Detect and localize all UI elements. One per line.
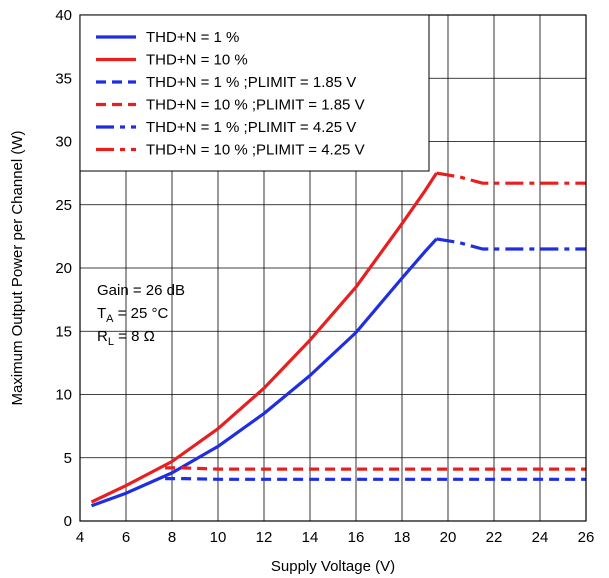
legend: THD+N = 1 % THD+N = 10 % THD+N = 1 % ;PLIM… xyxy=(79,14,430,172)
gain-annotation: Gain = 26 dB xyxy=(97,282,185,299)
series-line-6 xyxy=(436,171,586,185)
x-tick-label: 26 xyxy=(578,529,595,546)
y-tick-label: 20 xyxy=(55,260,72,277)
series-line-4 xyxy=(165,466,586,471)
conditions-annotation: Gain = 26 dB TA = 25 °C RL = 8 Ω xyxy=(97,282,185,348)
y-tick-label: 25 xyxy=(55,197,72,214)
series-line-1 xyxy=(90,237,438,508)
series-line-5 xyxy=(436,237,586,251)
x-tick-label: 6 xyxy=(122,529,130,546)
x-tick-labels: 4 6 8 10 12 14 16 18 20 22 24 26 xyxy=(76,529,595,546)
y-tick-labels: 0 5 10 15 20 25 30 35 40 xyxy=(55,7,72,530)
x-tick-label: 14 xyxy=(302,529,319,546)
y-axis-label: Maximum Output Power per Channel (W) xyxy=(9,130,26,405)
x-tick-label: 22 xyxy=(486,529,503,546)
x-tick-label: 18 xyxy=(394,529,411,546)
legend-label: THD+N = 10 % xyxy=(146,52,248,69)
x-axis-label: Supply Voltage (V) xyxy=(271,558,395,575)
legend-label: THD+N = 10 % ;PLIMIT = 4.25 V xyxy=(146,142,365,159)
x-tick-label: 20 xyxy=(440,529,457,546)
x-tick-label: 24 xyxy=(532,529,549,546)
load-annotation: RL = 8 Ω xyxy=(97,328,155,348)
x-tick-label: 12 xyxy=(256,529,273,546)
y-tick-label: 0 xyxy=(64,513,72,530)
legend-label: THD+N = 1 % ;PLIMIT = 4.25 V xyxy=(146,119,356,136)
legend-label: THD+N = 10 % ;PLIMIT = 1.85 V xyxy=(146,97,365,114)
y-tick-label: 40 xyxy=(55,7,72,24)
y-tick-label: 15 xyxy=(55,323,72,340)
legend-label: THD+N = 1 % xyxy=(146,29,239,46)
y-tick-label: 10 xyxy=(55,387,72,404)
x-tick-label: 10 xyxy=(210,529,227,546)
legend-label: THD+N = 1 % ;PLIMIT = 1.85 V xyxy=(146,74,356,91)
x-tick-label: 8 xyxy=(168,529,176,546)
series-line-2 xyxy=(90,172,438,504)
y-tick-label: 30 xyxy=(55,134,72,151)
x-tick-label: 4 xyxy=(76,529,84,546)
x-tick-label: 16 xyxy=(348,529,365,546)
temperature-annotation: TA = 25 °C xyxy=(97,305,168,325)
series-line-3 xyxy=(165,477,586,481)
y-tick-label: 35 xyxy=(55,70,72,87)
series-layer xyxy=(90,171,586,508)
legend-box xyxy=(79,14,430,172)
y-tick-label: 5 xyxy=(64,450,72,467)
